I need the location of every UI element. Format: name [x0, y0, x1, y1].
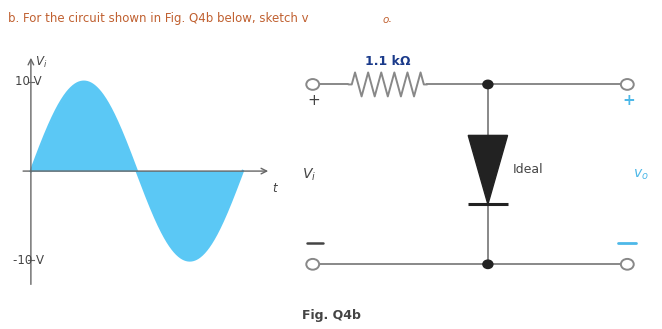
Text: o: o: [383, 15, 389, 25]
Text: $V_i$: $V_i$: [302, 166, 316, 183]
Text: +: +: [622, 93, 635, 109]
Circle shape: [483, 260, 493, 268]
Circle shape: [483, 80, 493, 89]
Text: Fig. Q4b: Fig. Q4b: [302, 309, 360, 322]
Text: Ideal: Ideal: [513, 164, 544, 176]
Polygon shape: [468, 136, 508, 204]
Text: -10 V: -10 V: [13, 254, 44, 267]
Text: $v_o$: $v_o$: [633, 167, 648, 182]
Text: .: .: [387, 12, 391, 25]
Text: +: +: [307, 93, 320, 109]
Text: $\mathit{t}$: $\mathit{t}$: [271, 182, 279, 195]
Text: 1.1 kΩ: 1.1 kΩ: [365, 55, 410, 68]
Circle shape: [307, 79, 319, 90]
Text: b. For the circuit shown in Fig. Q4b below, sketch v: b. For the circuit shown in Fig. Q4b bel…: [8, 12, 308, 25]
Text: 10 V: 10 V: [15, 75, 42, 88]
Circle shape: [621, 79, 634, 90]
Circle shape: [621, 259, 634, 270]
Text: $\mathit{V_i}$: $\mathit{V_i}$: [35, 55, 48, 70]
Circle shape: [307, 259, 319, 270]
